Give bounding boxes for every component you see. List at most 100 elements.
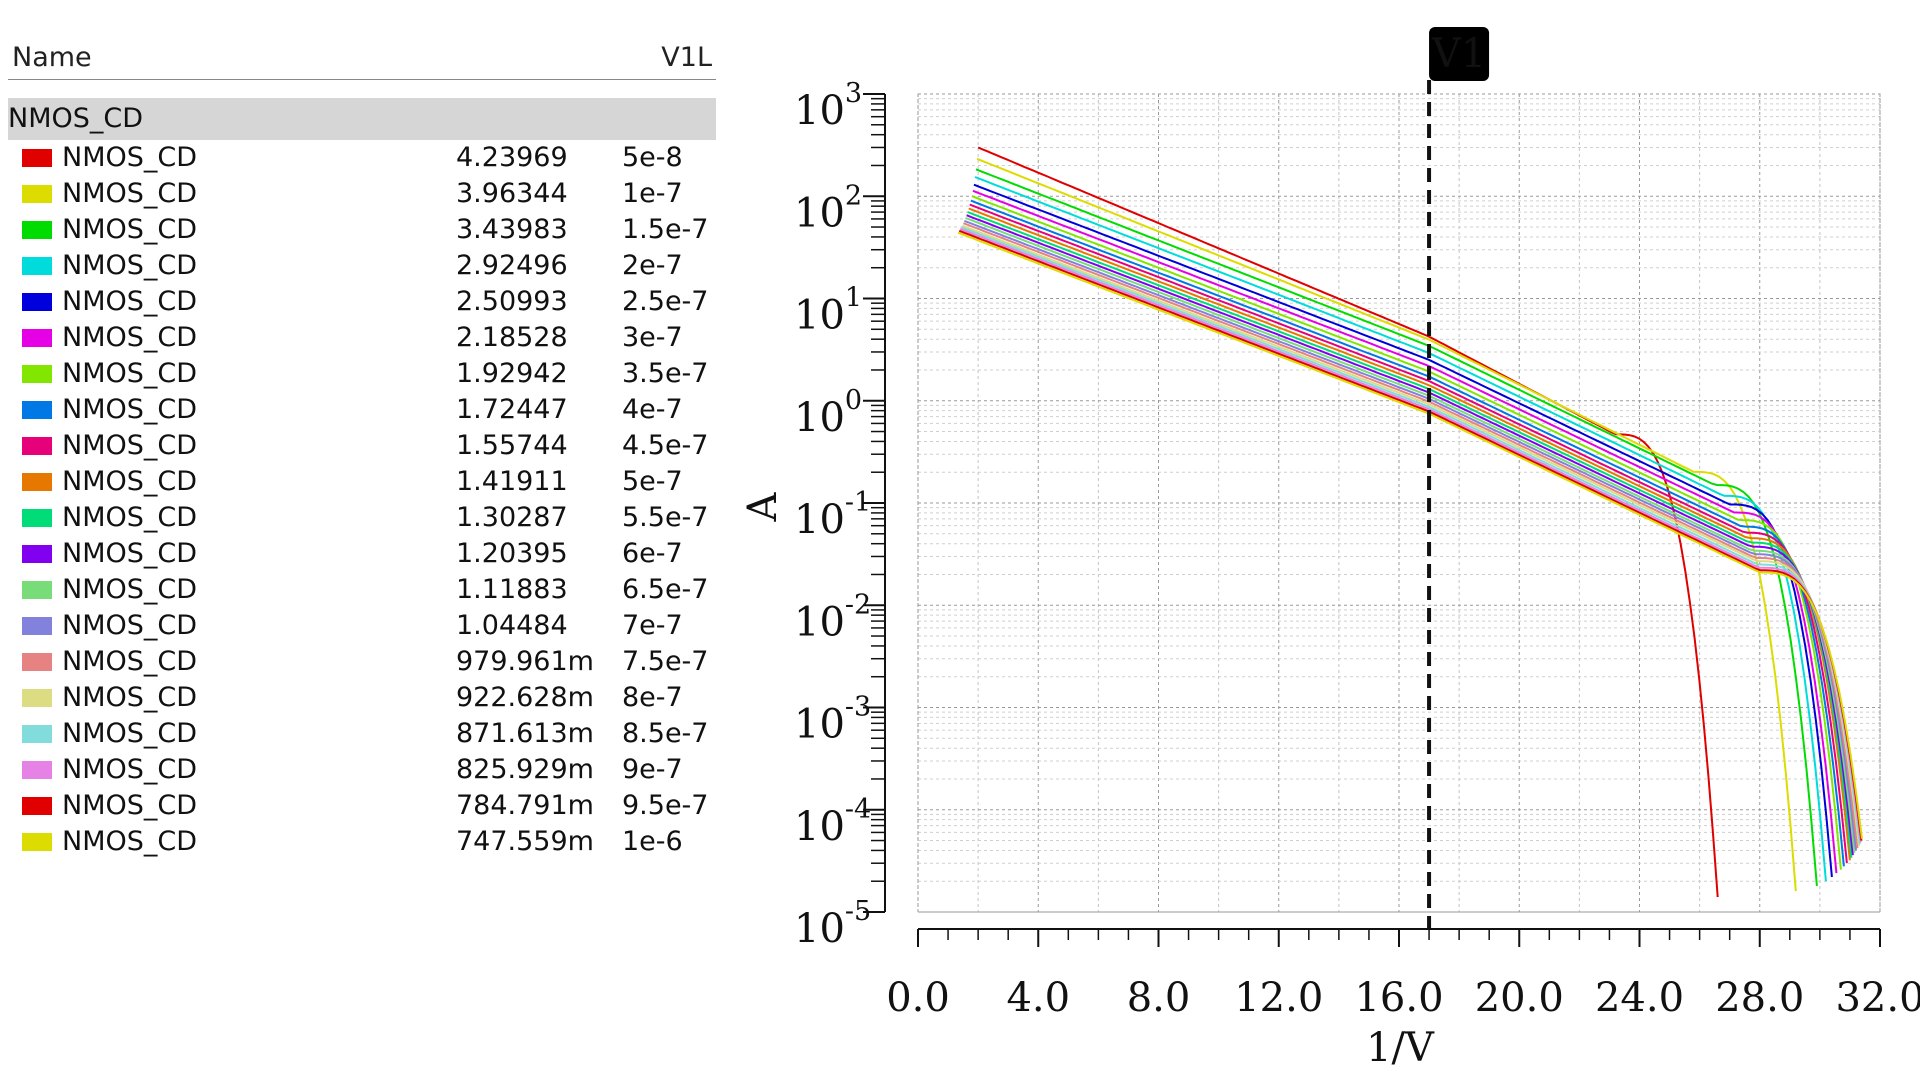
legend-swatch	[22, 473, 52, 491]
legend-row-value: 825.929m	[456, 754, 594, 785]
legend-row[interactable]: NMOS_CD 747.559m 1e-6	[8, 824, 716, 860]
legend-row[interactable]: NMOS_CD 1.41911 5e-7	[8, 464, 716, 500]
legend-swatch	[22, 221, 52, 239]
legend-swatch	[22, 509, 52, 527]
legend-row[interactable]: NMOS_CD 871.613m 8.5e-7	[8, 716, 716, 752]
legend-group-row[interactable]: NMOS_CD	[8, 98, 716, 140]
legend-swatch	[22, 545, 52, 563]
series-line	[964, 219, 1857, 851]
legend-row-name: NMOS_CD	[62, 322, 198, 353]
legend-row-param: 1e-6	[622, 826, 683, 857]
legend-row-name: NMOS_CD	[62, 142, 198, 173]
x-tick-label: 24.0	[1595, 975, 1684, 1021]
legend-swatch	[22, 797, 52, 815]
x-tick-label: 20.0	[1475, 975, 1564, 1021]
legend-row-param: 2.5e-7	[622, 286, 709, 317]
legend-swatch	[22, 437, 52, 455]
legend-row-param: 6.5e-7	[622, 574, 709, 605]
legend-row[interactable]: NMOS_CD 1.92942 3.5e-7	[8, 356, 716, 392]
legend-row-name: NMOS_CD	[62, 718, 198, 749]
legend-panel: Name V1L NMOS_CD NMOS_CD 4.23969 5e-8 NMOS_…	[8, 36, 716, 860]
y-tick-label: 102	[794, 180, 862, 236]
series-line	[963, 222, 1859, 849]
series-line	[971, 195, 1842, 870]
legend-row[interactable]: NMOS_CD 1.30287 5.5e-7	[8, 500, 716, 536]
legend-swatch	[22, 365, 52, 383]
legend-row-value: 4.23969	[456, 142, 568, 173]
plot-curves	[957, 146, 1863, 898]
legend-row[interactable]: NMOS_CD 2.18528 3e-7	[8, 320, 716, 356]
plot-axes: 10-5 10-4 10-3 10-2 10-1 100 101 102 103 A 0.0 4.0 8…	[740, 78, 1920, 1071]
legend-swatch	[22, 149, 52, 167]
plot-grid	[917, 93, 1881, 913]
y-axis-label: A	[740, 491, 786, 522]
legend-row-name: NMOS_CD	[62, 610, 198, 641]
legend-row[interactable]: NMOS_CD 979.961m 7.5e-7	[8, 644, 716, 680]
legend-row-param: 9.5e-7	[622, 790, 709, 821]
legend-row-value: 747.559m	[456, 826, 594, 857]
legend-row-name: NMOS_CD	[62, 538, 198, 569]
legend-row[interactable]: NMOS_CD 4.23969 5e-8	[8, 140, 716, 176]
legend-row-name: NMOS_CD	[62, 358, 198, 389]
plot-marker: V1	[1427, 27, 1490, 930]
legend-row-param: 3.5e-7	[622, 358, 709, 389]
series-line	[968, 207, 1851, 861]
legend-row[interactable]: NMOS_CD 3.43983 1.5e-7	[8, 212, 716, 248]
series-line	[966, 214, 1854, 856]
series-line	[977, 146, 1719, 898]
legend-row-param: 1.5e-7	[622, 214, 709, 245]
legend-row-value: 1.30287	[456, 502, 568, 533]
x-tick-label: 12.0	[1234, 975, 1323, 1021]
legend-row[interactable]: NMOS_CD 1.20395 6e-7	[8, 536, 716, 572]
legend-row-name: NMOS_CD	[62, 466, 198, 497]
legend-header-name: Name	[12, 42, 92, 73]
legend-row-name: NMOS_CD	[62, 430, 198, 461]
legend-row[interactable]: NMOS_CD 1.11883 6.5e-7	[8, 572, 716, 608]
legend-header: Name V1L	[8, 36, 716, 80]
legend-row[interactable]: NMOS_CD 784.791m 9.5e-7	[8, 788, 716, 824]
y-tick-label: 10-4	[794, 794, 871, 850]
legend-row[interactable]: NMOS_CD 825.929m 9e-7	[8, 752, 716, 788]
series-line	[961, 224, 1860, 847]
legend-row-param: 4e-7	[622, 394, 683, 425]
marker-label: V1	[1431, 31, 1486, 77]
legend-row-name: NMOS_CD	[62, 646, 198, 677]
legend-row[interactable]: NMOS_CD 3.96344 1e-7	[8, 176, 716, 212]
legend-row-name: NMOS_CD	[62, 682, 198, 713]
legend-row[interactable]: NMOS_CD 1.72447 4e-7	[8, 392, 716, 428]
legend-row[interactable]: NMOS_CD 1.55744 4.5e-7	[8, 428, 716, 464]
legend-swatch	[22, 401, 52, 419]
legend-row-param: 1e-7	[622, 178, 683, 209]
legend-row-value: 3.43983	[456, 214, 568, 245]
y-tick-label: 10-2	[794, 589, 871, 645]
legend-row-param: 7.5e-7	[622, 646, 709, 677]
series-line	[975, 168, 1818, 886]
legend-row-param: 7e-7	[622, 610, 683, 641]
legend-row-value: 922.628m	[456, 682, 594, 713]
legend-row-value: 871.613m	[456, 718, 594, 749]
series-line	[969, 203, 1848, 864]
legend-row[interactable]: NMOS_CD 2.50993 2.5e-7	[8, 284, 716, 320]
x-tick-label: 0.0	[886, 975, 950, 1021]
legend-row-name: NMOS_CD	[62, 502, 198, 533]
x-tick-label: 32.0	[1835, 975, 1920, 1021]
legend-row[interactable]: NMOS_CD 1.04484 7e-7	[8, 608, 716, 644]
series-line	[967, 211, 1853, 858]
legend-row-value: 784.791m	[456, 790, 594, 821]
legend-row[interactable]: NMOS_CD 922.628m 8e-7	[8, 680, 716, 716]
plot-frame	[917, 93, 1881, 913]
y-tick-label: 101	[794, 283, 862, 339]
legend-row-name: NMOS_CD	[62, 178, 198, 209]
legend-swatch	[22, 257, 52, 275]
legend-row-name: NMOS_CD	[62, 286, 198, 317]
legend-row-value: 1.11883	[456, 574, 568, 605]
legend-row-name: NMOS_CD	[62, 790, 198, 821]
legend-swatch	[22, 581, 52, 599]
legend-row-value: 1.55744	[456, 430, 568, 461]
series-line	[972, 189, 1838, 874]
legend-rows: NMOS_CD 4.23969 5e-8 NMOS_CD 3.96344 1e-7 NMOS…	[8, 140, 716, 860]
legend-row-param: 8e-7	[622, 682, 683, 713]
legend-row-param: 9e-7	[622, 754, 683, 785]
y-tick-label: 10-3	[794, 692, 871, 748]
legend-row[interactable]: NMOS_CD 2.92496 2e-7	[8, 248, 716, 284]
